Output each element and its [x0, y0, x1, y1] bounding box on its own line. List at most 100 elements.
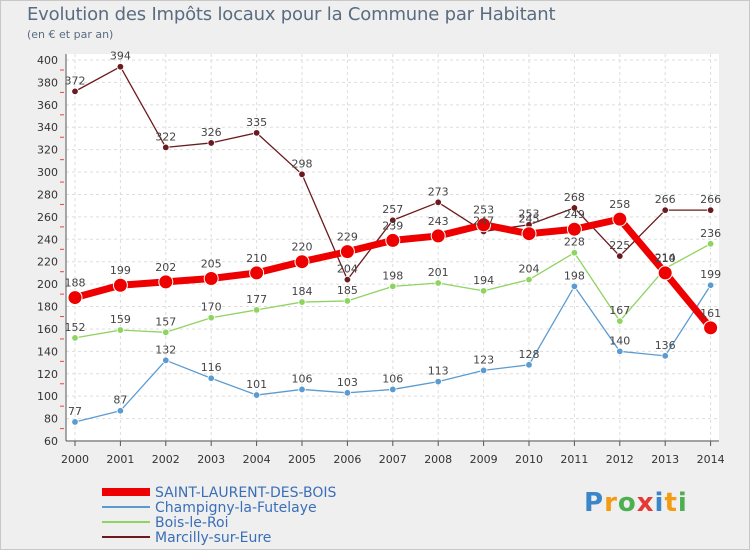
- data-label: 123: [473, 353, 494, 366]
- data-point: [343, 389, 352, 397]
- data-point: [570, 204, 579, 212]
- data-point: [343, 297, 352, 305]
- y-tick-label: 240: [37, 233, 58, 246]
- data-label: 201: [428, 266, 449, 279]
- data-label: 394: [110, 50, 131, 63]
- y-tick-label: 400: [37, 54, 58, 67]
- data-point: [570, 249, 579, 257]
- data-label: 106: [292, 372, 313, 385]
- data-label: 268: [564, 191, 585, 204]
- data-point: [71, 418, 79, 426]
- data-label: 266: [700, 193, 721, 206]
- data-point: [162, 356, 170, 365]
- x-tick-label: 2001: [106, 453, 134, 466]
- data-label: 128: [519, 348, 540, 361]
- data-label: 185: [337, 284, 358, 297]
- data-point: [616, 347, 624, 356]
- x-tick-label: 2003: [197, 453, 225, 466]
- data-label: 140: [609, 334, 630, 347]
- data-point: [162, 143, 170, 152]
- data-point: [706, 281, 715, 289]
- data-point: [661, 352, 669, 360]
- data-label: 194: [473, 274, 494, 287]
- data-point: [525, 361, 533, 369]
- data-point: [207, 314, 215, 322]
- y-tick-label: 120: [37, 368, 58, 381]
- data-point: [389, 385, 397, 394]
- logo-letter: i: [677, 488, 688, 518]
- data-point: [116, 326, 125, 334]
- data-point: [430, 228, 446, 244]
- data-point: [207, 139, 215, 147]
- data-point: [249, 265, 265, 281]
- data-label: 210: [655, 252, 676, 265]
- data-label: 157: [155, 315, 176, 328]
- data-point: [434, 198, 442, 207]
- y-tick-label: 280: [37, 188, 58, 201]
- x-tick-label: 2013: [651, 453, 679, 466]
- data-point: [616, 317, 624, 325]
- chart-subtitle: (en € et par an): [27, 28, 114, 41]
- legend-label: Champigny-la-Futelaye: [155, 500, 317, 516]
- data-point: [612, 211, 628, 227]
- data-label: 152: [65, 321, 86, 334]
- data-label: 243: [428, 215, 449, 228]
- x-tick-label: 2008: [424, 453, 452, 466]
- data-label: 298: [292, 157, 313, 170]
- data-label: 177: [246, 293, 267, 306]
- data-label: 167: [609, 304, 630, 317]
- data-label: 198: [382, 269, 403, 282]
- data-label: 266: [655, 193, 676, 206]
- data-label: 249: [564, 208, 585, 221]
- data-label: 372: [65, 74, 86, 87]
- data-point: [385, 232, 401, 248]
- data-point: [252, 391, 261, 399]
- data-point: [116, 407, 125, 415]
- data-point: [339, 244, 355, 260]
- data-label: 205: [201, 258, 222, 271]
- chart-title: Evolution des Impôts locaux pour la Comm…: [27, 4, 556, 25]
- data-label: 77: [68, 405, 82, 418]
- y-tick-label: 60: [44, 435, 58, 448]
- data-label: 199: [110, 264, 131, 277]
- data-point: [203, 271, 219, 287]
- data-label: 225: [609, 239, 630, 252]
- data-label: 199: [700, 268, 721, 281]
- data-point: [294, 254, 310, 270]
- proxiti-logo: Proxiti: [584, 488, 688, 518]
- data-point: [162, 328, 170, 337]
- y-tick-label: 380: [37, 76, 58, 89]
- data-point: [298, 385, 306, 394]
- y-tick-label: 220: [37, 256, 58, 269]
- data-point: [71, 334, 79, 342]
- y-tick-label: 360: [37, 99, 58, 112]
- data-label: 322: [155, 130, 176, 143]
- legend-label: SAINT-LAURENT-DES-BOIS: [155, 485, 337, 501]
- x-tick-label: 2009: [470, 453, 498, 466]
- x-tick-label: 2014: [697, 453, 725, 466]
- data-point: [343, 275, 352, 284]
- x-tick-label: 2000: [61, 453, 89, 466]
- data-point: [706, 206, 715, 214]
- data-label: 204: [337, 263, 358, 276]
- data-point: [661, 206, 669, 214]
- x-tick-label: 2012: [606, 453, 634, 466]
- data-label: 335: [246, 116, 267, 129]
- data-label: 101: [246, 378, 267, 391]
- y-tick-label: 300: [37, 166, 58, 179]
- data-label: 159: [110, 313, 131, 326]
- data-label: 253: [519, 208, 540, 221]
- y-tick-label: 260: [37, 211, 58, 224]
- data-label: 214: [655, 251, 676, 264]
- data-label: 202: [155, 261, 176, 274]
- data-point: [434, 377, 442, 386]
- data-label: 87: [113, 394, 127, 407]
- data-label: 229: [337, 231, 358, 244]
- data-point: [566, 221, 582, 237]
- x-tick-label: 2004: [243, 453, 271, 466]
- data-point: [521, 226, 537, 242]
- data-point: [389, 282, 397, 291]
- x-tick-label: 2010: [515, 453, 543, 466]
- logo-letter: i: [654, 488, 665, 518]
- data-point: [252, 306, 261, 314]
